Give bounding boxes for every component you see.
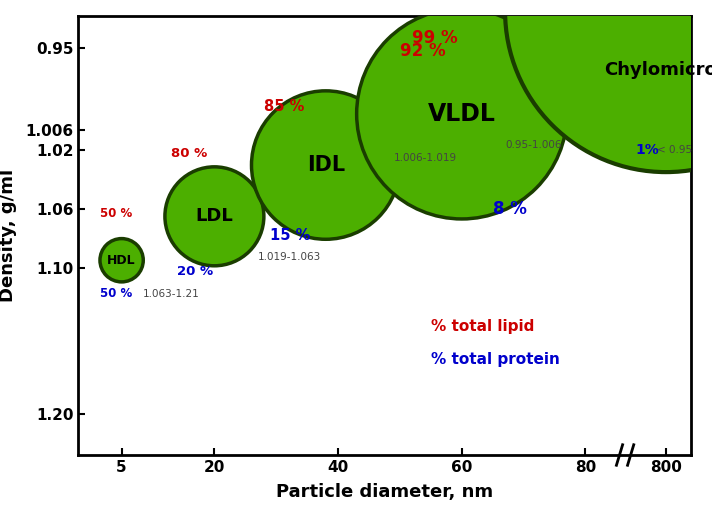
Text: 1.019-1.063: 1.019-1.063: [258, 252, 321, 263]
Text: 92 %: 92 %: [400, 42, 446, 60]
Ellipse shape: [357, 9, 567, 219]
Text: 85 %: 85 %: [264, 99, 304, 114]
Ellipse shape: [100, 238, 143, 282]
Text: < 0.95: < 0.95: [656, 145, 692, 155]
Text: IDL: IDL: [307, 155, 345, 175]
Text: % total protein: % total protein: [431, 353, 560, 367]
Ellipse shape: [165, 167, 264, 266]
Text: 20 %: 20 %: [177, 266, 214, 278]
Text: LDL: LDL: [196, 207, 234, 225]
Text: 1%: 1%: [635, 143, 659, 157]
Y-axis label: Density, g/ml: Density, g/ml: [0, 169, 17, 302]
Text: Chylomicrons: Chylomicrons: [604, 61, 712, 79]
Text: % total lipid: % total lipid: [431, 319, 534, 334]
X-axis label: Particle diameter, nm: Particle diameter, nm: [276, 483, 493, 501]
Text: VLDL: VLDL: [428, 102, 496, 126]
Ellipse shape: [251, 91, 400, 240]
Text: 15 %: 15 %: [270, 228, 310, 243]
Text: 8 %: 8 %: [493, 200, 527, 218]
Text: 80 %: 80 %: [171, 147, 207, 160]
Text: 50 %: 50 %: [100, 207, 132, 220]
Text: 1.006-1.019: 1.006-1.019: [394, 153, 457, 163]
Text: HDL: HDL: [108, 254, 136, 267]
Text: 0.95-1.006: 0.95-1.006: [505, 140, 562, 150]
Ellipse shape: [505, 0, 712, 172]
Text: 99 %: 99 %: [412, 29, 458, 47]
Text: 1.063-1.21: 1.063-1.21: [143, 289, 200, 299]
Text: 50 %: 50 %: [100, 288, 132, 300]
